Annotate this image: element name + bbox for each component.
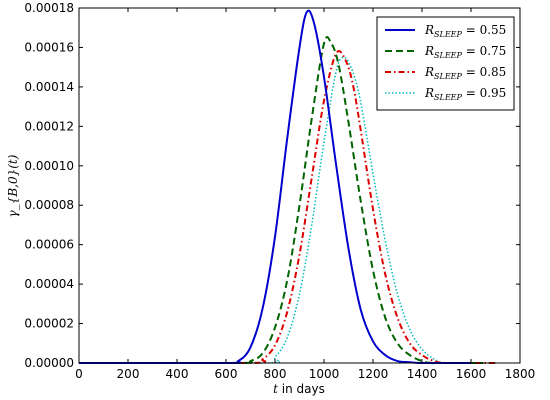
series-line-1 [78, 9, 471, 365]
x-tick-label: 600 [215, 367, 238, 381]
x-tick-label: 1600 [456, 367, 487, 381]
legend-label-2: RSLEEP = 0.75 [424, 44, 506, 60]
legend: RSLEEP = 0.55 RSLEEP = 0.75 RSLEEP = 0.85 R… [376, 16, 515, 111]
x-axis: 0 200 400 600 800 1000 1200 1400 1600 1800 [75, 8, 535, 381]
x-tick-label: 1800 [505, 367, 536, 381]
y-tick-label: 0.00010 [24, 159, 74, 173]
y-tick-label: 0.00018 [24, 1, 74, 15]
x-tick-label: 800 [264, 367, 287, 381]
series-line-4 [78, 56, 496, 364]
x-tick-label: 200 [117, 367, 140, 381]
y-tick-label: 0.00016 [24, 40, 74, 54]
x-tick-label: 1400 [407, 367, 438, 381]
legend-label-4: RSLEEP = 0.95 [424, 86, 506, 102]
y-tick-label: 0.00014 [24, 80, 74, 94]
legend-label-1: RSLEEP = 0.55 [424, 23, 506, 39]
series-layer [78, 9, 496, 365]
legend-label-3: RSLEEP = 0.85 [424, 65, 506, 81]
y-tick-label: 0.00012 [24, 119, 74, 133]
y-tick-label: 0.00002 [24, 317, 74, 331]
y-axis-label: γ_{B,0}(t) [6, 154, 20, 217]
y-tick-label: 0.00004 [24, 277, 74, 291]
x-axis-label: t in days [273, 382, 325, 396]
y-axis: 0.00000 0.00002 0.00004 0.00006 0.00008 0.000… [24, 1, 520, 370]
y-tick-label: 0.00008 [24, 198, 74, 212]
legend-box [376, 16, 515, 111]
y-tick-label: 0.00000 [24, 356, 74, 370]
x-axis-label-unit: in days [278, 382, 325, 396]
x-tick-label: 0 [75, 367, 83, 381]
x-tick-label: 1000 [309, 367, 340, 381]
x-tick-label: 400 [166, 367, 189, 381]
x-tick-label: 1200 [358, 367, 389, 381]
y-tick-label: 0.00006 [24, 238, 74, 252]
series-line-3 [78, 50, 496, 365]
plot-frame [78, 7, 521, 364]
x-axis-label-var: t [273, 382, 278, 396]
series-line-2 [78, 36, 484, 365]
